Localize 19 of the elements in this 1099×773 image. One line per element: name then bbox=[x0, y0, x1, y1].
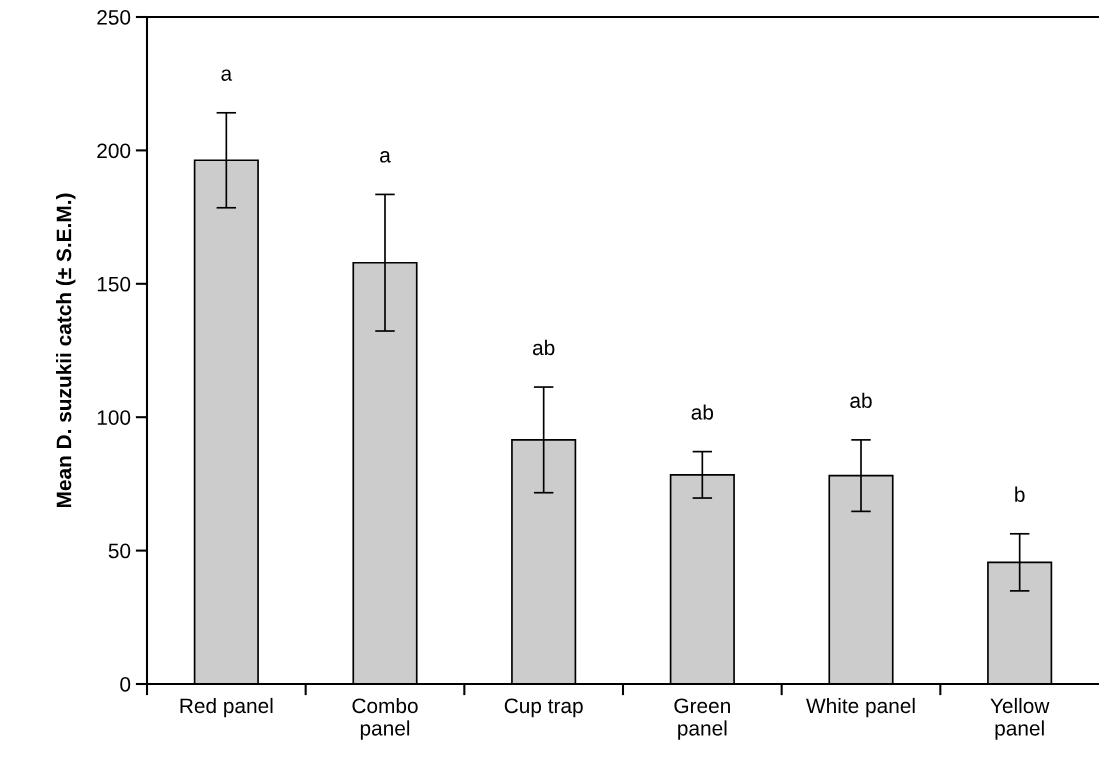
y-tick-label: 150 bbox=[97, 276, 131, 292]
annotation: ab bbox=[691, 404, 714, 420]
y-tick-label: 100 bbox=[97, 410, 131, 425]
x-tick-label: Green panel bbox=[674, 698, 730, 740]
x-tick-label: Red panel bbox=[180, 697, 273, 718]
x-tick-label: White panel bbox=[806, 697, 915, 718]
y-tick-label: 250 bbox=[97, 10, 131, 25]
annotation: a bbox=[221, 69, 233, 81]
annotation: ab bbox=[532, 339, 555, 356]
x-tick-label: Cup trap bbox=[504, 698, 583, 718]
annotation: b bbox=[1015, 486, 1025, 502]
y-tick-label: 200 bbox=[97, 143, 131, 159]
annotation: ab bbox=[850, 392, 872, 408]
y-axis-title: Mean D. suzukii catch (± S.E.M.) bbox=[56, 193, 76, 508]
y-tick-label: 0 bbox=[120, 677, 131, 692]
x-tick-label: Yellow panel bbox=[990, 697, 1050, 740]
annotation: a bbox=[380, 151, 391, 163]
x-tick-label: Combo panel bbox=[352, 697, 418, 740]
y-tick-label: 50 bbox=[108, 543, 131, 559]
